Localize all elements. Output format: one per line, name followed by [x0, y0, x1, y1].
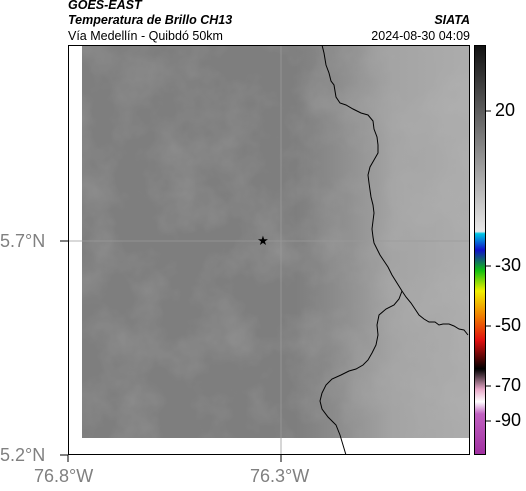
colorbar — [474, 45, 486, 455]
colorbar-label-neg50: -50 — [495, 315, 522, 335]
map-frame — [68, 45, 470, 455]
colorbar-label-neg90: -90 — [495, 410, 522, 430]
star-icon: ★ — [257, 234, 269, 249]
colorbar-label-neg70: -70 — [495, 375, 522, 395]
route-subtitle: Vía Medellín - Quibdó 50km — [68, 29, 223, 43]
colorbar-label-neg30: -30 — [495, 255, 522, 275]
brightness-temperature-map: ★ — [68, 45, 470, 455]
department-border-south — [319, 290, 403, 455]
satellite-imagery — [82, 45, 470, 438]
lon-label-1: 76.8°W — [34, 466, 94, 486]
satellite-title: GOES-EAST — [68, 0, 142, 12]
product-title: Temperatura de Brillo CH13 — [68, 13, 233, 27]
org-label: SIATA — [434, 13, 470, 27]
lon-label-2: 76.3°W — [250, 466, 310, 486]
lat-label-2: 5.2°N — [0, 445, 46, 465]
department-border — [321, 45, 469, 336]
datetime-label: 2024-08-30 04:09 — [371, 29, 470, 43]
lat-label-1: 5.7°N — [0, 231, 46, 251]
colorbar-label-20: 20 — [495, 100, 516, 120]
